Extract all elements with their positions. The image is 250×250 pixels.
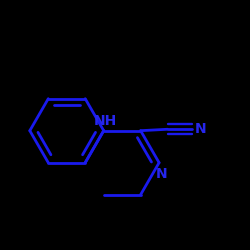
Text: NH: NH: [94, 114, 117, 128]
Text: N: N: [195, 122, 207, 136]
Text: N: N: [156, 167, 168, 181]
